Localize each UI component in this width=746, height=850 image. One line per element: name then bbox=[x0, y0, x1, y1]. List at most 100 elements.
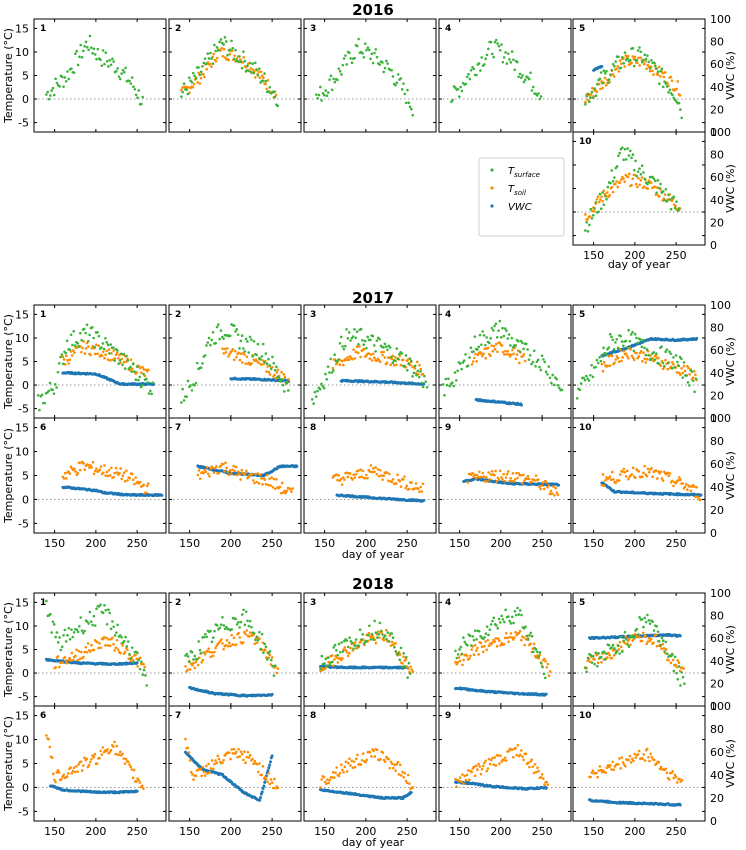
temperature-tick-label: -5 bbox=[18, 517, 29, 530]
surface-temperature-point bbox=[659, 643, 662, 647]
surface-temperature-point bbox=[96, 47, 100, 51]
panel-frame bbox=[33, 18, 167, 133]
surface-temperature-point bbox=[643, 53, 647, 57]
surface-temperature-point bbox=[313, 390, 317, 394]
surface-temperature-point bbox=[361, 52, 364, 55]
soil-temperature-point bbox=[57, 771, 61, 774]
soil-temperature-point bbox=[502, 642, 506, 646]
soil-temperature-point bbox=[689, 489, 693, 493]
soil-temperature-point bbox=[369, 353, 373, 356]
soil-temperature-point bbox=[84, 347, 88, 350]
soil-temperature-point bbox=[108, 359, 112, 362]
surface-temperature-point bbox=[674, 354, 678, 357]
surface-temperature-point bbox=[530, 89, 534, 92]
surface-temperature-point bbox=[115, 631, 118, 634]
surface-temperature-point bbox=[317, 93, 321, 97]
soil-temperature-point bbox=[231, 468, 234, 472]
surface-temperature-point bbox=[610, 646, 614, 649]
soil-temperature-point bbox=[106, 358, 110, 361]
temperature-tick-label: -5 bbox=[18, 403, 29, 416]
surface-temperature-point bbox=[346, 645, 350, 649]
soil-temperature-point bbox=[651, 475, 654, 479]
panel-number: 1 bbox=[40, 310, 46, 320]
soil-temperature-point bbox=[180, 88, 183, 92]
soil-temperature-point bbox=[282, 373, 286, 376]
panel-frame bbox=[168, 592, 302, 707]
surface-temperature-point bbox=[140, 102, 143, 106]
surface-temperature-point bbox=[102, 347, 106, 351]
surface-temperature-point bbox=[190, 650, 194, 654]
soil-temperature-point bbox=[614, 481, 618, 485]
soil-temperature-point bbox=[121, 752, 124, 756]
panel-number: 2 bbox=[175, 598, 181, 608]
soil-temperature-point bbox=[87, 763, 91, 767]
panel-markers bbox=[169, 461, 301, 500]
soil-temperature-point bbox=[649, 637, 653, 641]
surface-temperature-point bbox=[270, 658, 273, 662]
surface-temperature-point bbox=[85, 45, 89, 49]
surface-temperature-point bbox=[661, 639, 665, 643]
soil-temperature-point bbox=[608, 653, 611, 657]
soil-temperature-point bbox=[671, 361, 674, 364]
surface-temperature-point bbox=[285, 381, 289, 385]
surface-temperature-point bbox=[345, 63, 349, 66]
surface-temperature-point bbox=[639, 173, 643, 176]
soil-temperature-point bbox=[698, 498, 702, 502]
soil-temperature-point bbox=[517, 631, 521, 635]
soil-temperature-point bbox=[456, 661, 460, 664]
surface-temperature-point bbox=[404, 354, 408, 357]
soil-temperature-point bbox=[508, 479, 511, 483]
surface-temperature-point bbox=[636, 633, 640, 636]
surface-temperature-point bbox=[382, 346, 385, 349]
surface-temperature-point bbox=[606, 185, 610, 189]
soil-temperature-point bbox=[486, 346, 490, 350]
surface-temperature-point bbox=[240, 66, 244, 70]
surface-temperature-point bbox=[614, 651, 618, 655]
soil-temperature-point bbox=[547, 484, 551, 487]
soil-temperature-point bbox=[612, 75, 616, 78]
soil-temperature-point bbox=[73, 770, 77, 774]
soil-temperature-point bbox=[686, 488, 689, 492]
soil-temperature-point bbox=[695, 485, 698, 489]
soil-temperature-point bbox=[548, 670, 552, 673]
surface-temperature-point bbox=[242, 50, 245, 53]
soil-temperature-point bbox=[683, 369, 687, 373]
soil-temperature-point bbox=[238, 58, 242, 61]
surface-temperature-point bbox=[131, 362, 135, 366]
temperature-tick-label: -5 bbox=[18, 691, 29, 704]
surface-temperature-point bbox=[66, 634, 69, 637]
soil-temperature-point bbox=[378, 468, 382, 472]
surface-temperature-point bbox=[236, 60, 240, 63]
surface-temperature-point bbox=[70, 628, 73, 631]
surface-temperature-point bbox=[68, 348, 72, 351]
surface-temperature-point bbox=[691, 379, 695, 383]
soil-temperature-point bbox=[593, 658, 596, 661]
soil-temperature-point bbox=[637, 355, 641, 358]
soil-temperature-point bbox=[677, 661, 681, 665]
soil-temperature-point bbox=[130, 472, 134, 476]
soil-temperature-point bbox=[270, 656, 274, 659]
surface-temperature-point bbox=[107, 608, 110, 611]
surface-temperature-point bbox=[497, 617, 501, 621]
soil-temperature-point bbox=[48, 745, 52, 749]
surface-temperature-point bbox=[363, 42, 367, 45]
panel-frame bbox=[33, 304, 167, 419]
soil-temperature-point bbox=[514, 631, 517, 634]
surface-temperature-point bbox=[643, 177, 647, 181]
surface-temperature-point bbox=[374, 350, 377, 353]
surface-temperature-point bbox=[541, 665, 544, 669]
surface-temperature-point bbox=[514, 613, 518, 617]
soil-temperature-point bbox=[215, 56, 219, 60]
surface-temperature-point bbox=[71, 343, 74, 347]
soil-temperature-point bbox=[103, 356, 106, 360]
surface-temperature-point bbox=[514, 344, 518, 347]
soil-temperature-point bbox=[381, 353, 384, 357]
soil-temperature-point bbox=[113, 357, 117, 360]
temperature-tick-label: 10 bbox=[15, 620, 29, 633]
surface-temperature-point bbox=[660, 67, 664, 71]
surface-temperature-point bbox=[378, 621, 382, 625]
surface-temperature-point bbox=[77, 345, 81, 348]
soil-temperature-point bbox=[677, 371, 681, 375]
surface-temperature-point bbox=[269, 367, 273, 371]
